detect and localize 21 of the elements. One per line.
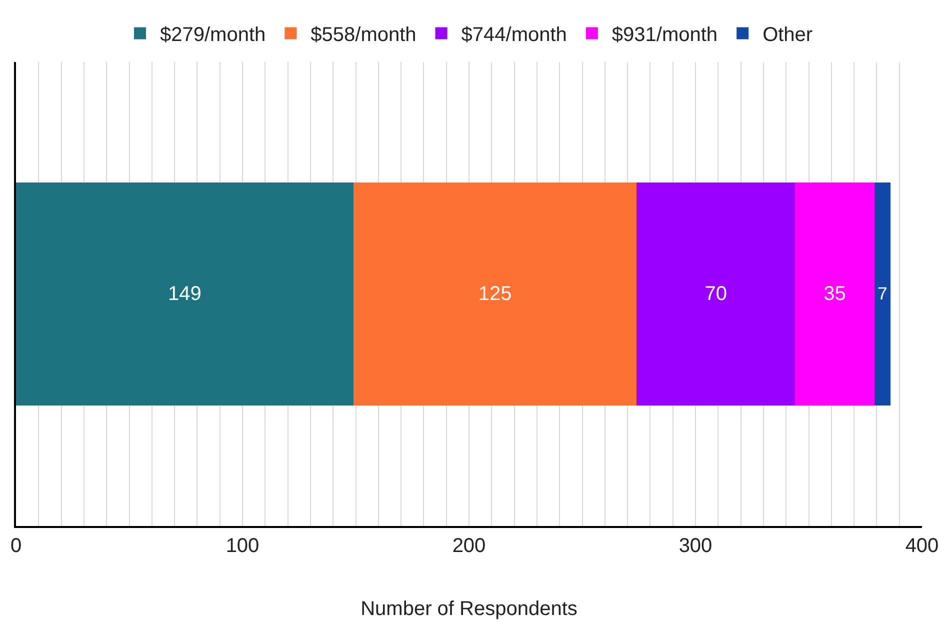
bar (636, 182, 796, 406)
data-label: 7 (877, 283, 888, 304)
data-label: 70 (704, 283, 728, 305)
legend-label: $558/month (310, 24, 416, 46)
x-tick-label: 0 (10, 534, 22, 557)
legend-label: $931/month (612, 24, 718, 46)
bar (353, 182, 637, 406)
bar (795, 182, 874, 406)
x-tick-label: 200 (452, 534, 486, 557)
x-tick-label: 100 (226, 534, 260, 557)
data-label: 149 (168, 283, 202, 305)
x-tick-label: 400 (905, 534, 939, 557)
bar (874, 182, 890, 406)
legend-label: Other (762, 24, 813, 46)
x-axis-title: Number of Respondents (360, 598, 578, 620)
legend-label: $744/month (461, 24, 567, 46)
legend-label: $279/month (160, 24, 266, 46)
x-tick-label: 300 (678, 534, 712, 557)
bar (16, 182, 354, 406)
data-label: 35 (824, 283, 846, 305)
data-label: 125 (478, 283, 512, 305)
